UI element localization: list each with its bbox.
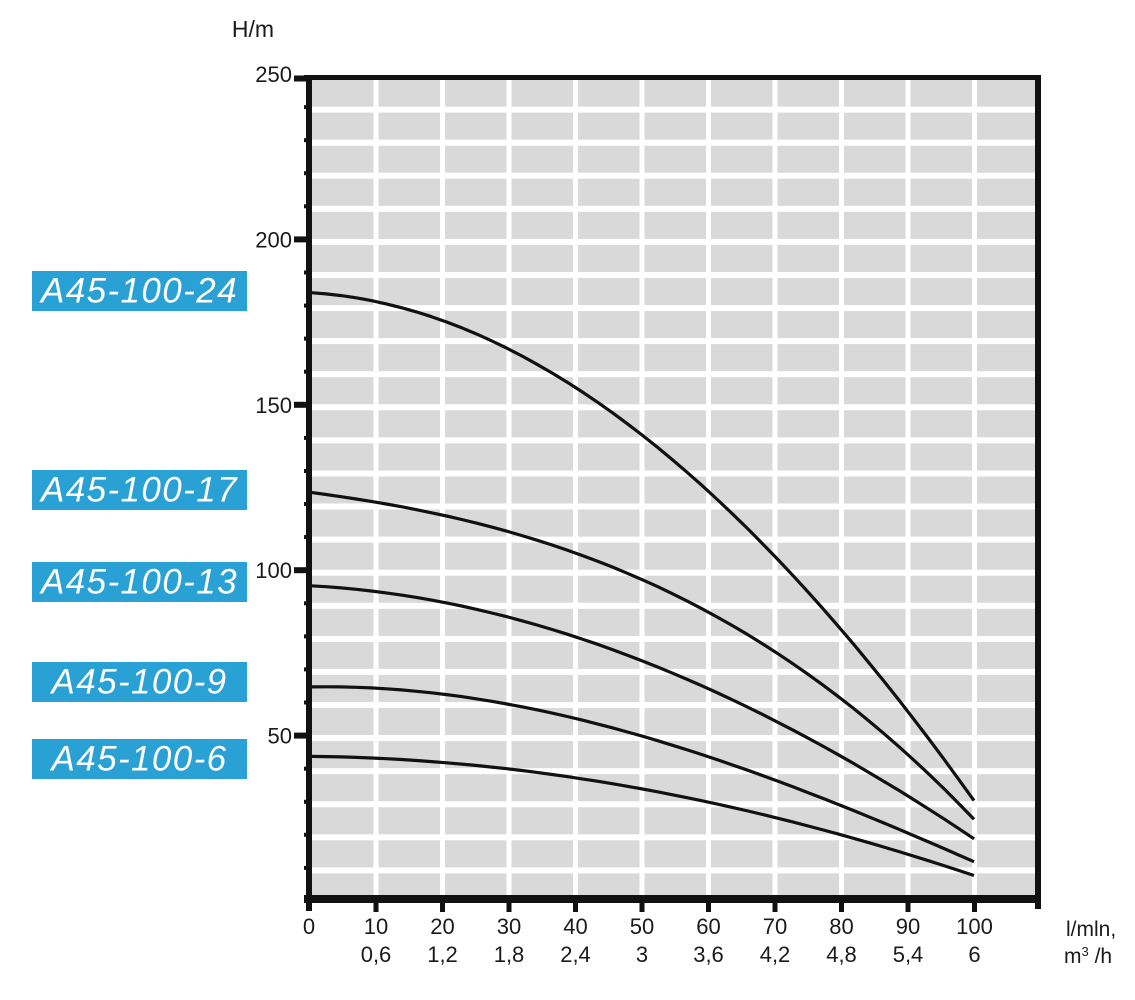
svg-text:0: 0 (303, 914, 315, 939)
svg-text:100: 100 (255, 558, 292, 583)
svg-text:2,4: 2,4 (560, 942, 591, 967)
svg-text:90: 90 (896, 914, 920, 939)
svg-text:5,4: 5,4 (893, 942, 924, 967)
svg-text:20: 20 (430, 914, 454, 939)
svg-text:1,2: 1,2 (427, 942, 458, 967)
svg-text:80: 80 (829, 914, 853, 939)
svg-text:50: 50 (268, 724, 292, 749)
svg-text:10: 10 (364, 914, 388, 939)
svg-text:A45-100-24: A45-100-24 (39, 272, 238, 311)
svg-text:H/m: H/m (232, 16, 274, 42)
svg-text:A45-100-6: A45-100-6 (49, 740, 227, 779)
svg-text:A45-100-17: A45-100-17 (39, 471, 238, 510)
svg-text:250: 250 (255, 62, 292, 87)
svg-text:150: 150 (255, 393, 292, 418)
svg-text:60: 60 (696, 914, 720, 939)
svg-text:0,6: 0,6 (361, 942, 392, 967)
svg-text:6: 6 (968, 942, 980, 967)
svg-text:50: 50 (630, 914, 654, 939)
svg-text:3: 3 (636, 942, 648, 967)
svg-text:l/mln,: l/mln, (1066, 918, 1116, 941)
svg-text:100: 100 (956, 914, 993, 939)
svg-text:A45-100-9: A45-100-9 (49, 663, 227, 702)
svg-text:3,6: 3,6 (693, 942, 724, 967)
svg-text:40: 40 (563, 914, 587, 939)
svg-text:1,8: 1,8 (494, 942, 525, 967)
svg-text:30: 30 (497, 914, 521, 939)
svg-text:4,8: 4,8 (826, 942, 857, 967)
svg-text:200: 200 (255, 227, 292, 252)
svg-text:70: 70 (763, 914, 787, 939)
svg-text:m3 /h: m3 /h (1064, 944, 1112, 968)
svg-text:4,2: 4,2 (760, 942, 791, 967)
svg-text:A45-100-13: A45-100-13 (39, 563, 238, 602)
